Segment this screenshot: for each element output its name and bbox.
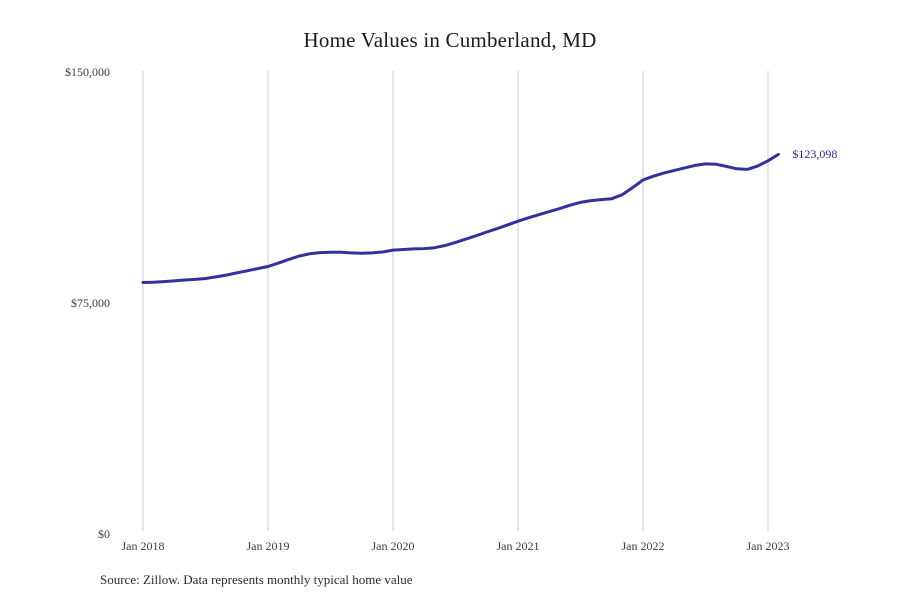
y-tick-label: $0 bbox=[98, 526, 110, 541]
x-tick-label: Jan 2020 bbox=[371, 539, 415, 553]
x-tick-label: Jan 2018 bbox=[121, 539, 165, 553]
x-tick-label: Jan 2019 bbox=[246, 539, 290, 553]
end-value-label: $123,098 bbox=[792, 147, 838, 162]
source-note: Source: Zillow. Data represents monthly … bbox=[100, 572, 413, 587]
y-tick-label: $75,000 bbox=[71, 295, 110, 310]
y-tick-label: $150,000 bbox=[65, 64, 110, 79]
chart-title: Home Values in Cumberland, MD bbox=[303, 28, 597, 52]
x-tick-label: Jan 2021 bbox=[496, 539, 540, 553]
home-value-series-line bbox=[141, 152, 780, 284]
x-tick-label: Jan 2023 bbox=[746, 539, 790, 553]
x-tick-label: Jan 2022 bbox=[621, 539, 665, 553]
